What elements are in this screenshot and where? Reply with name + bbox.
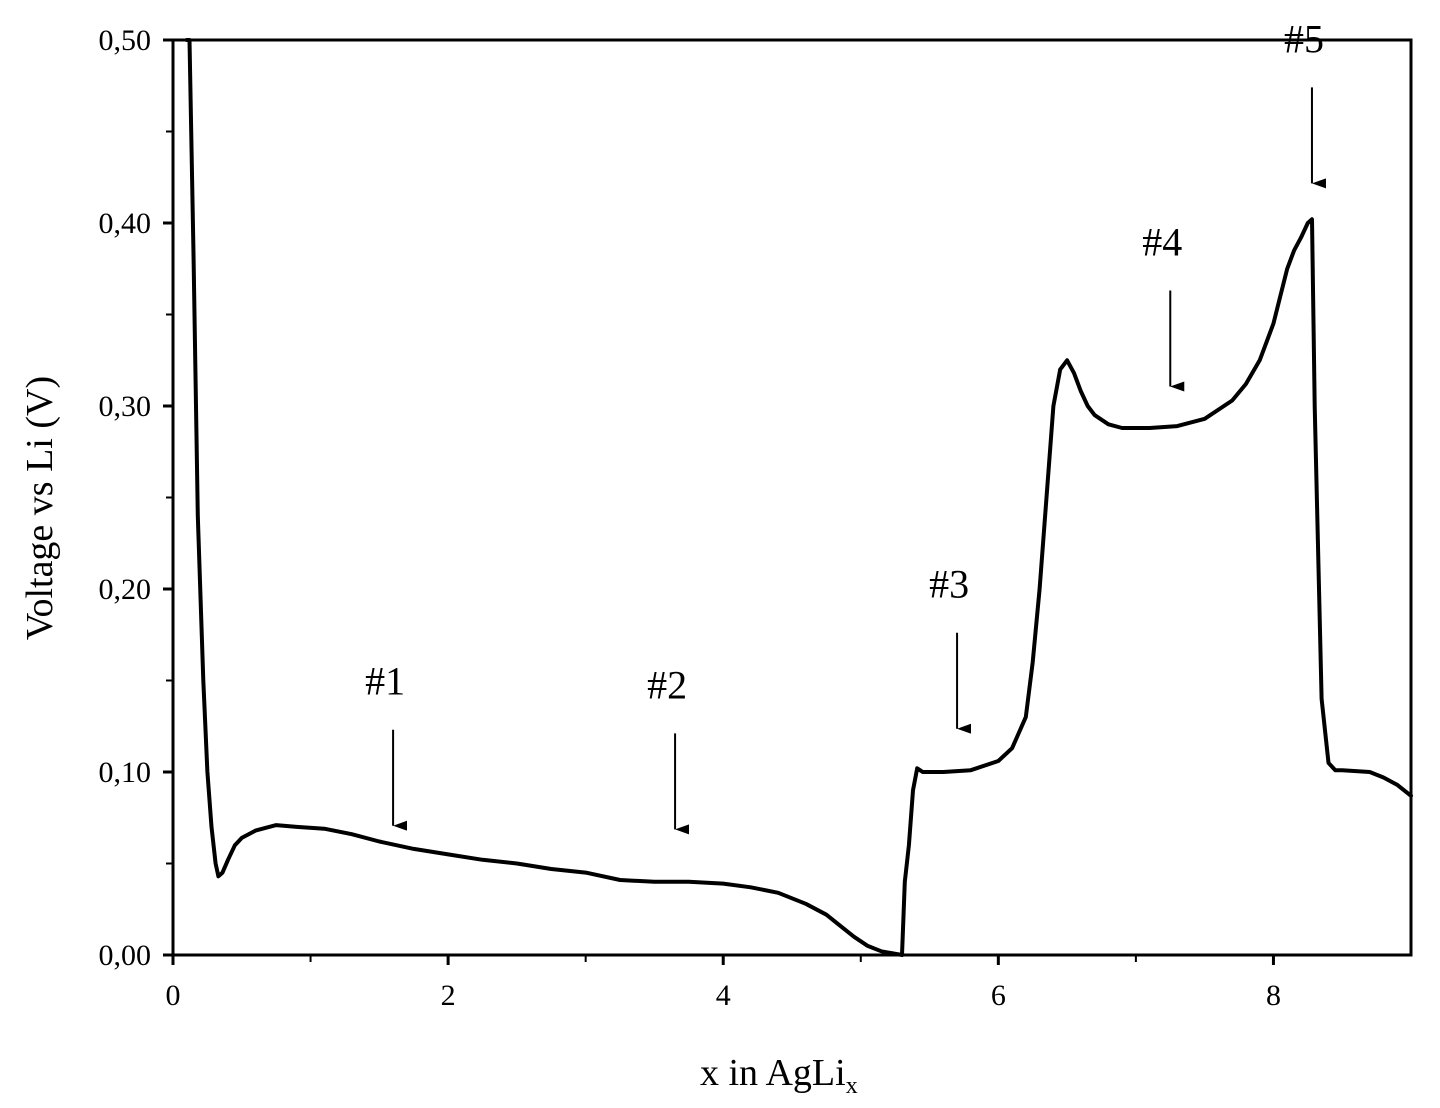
x-axis-label-subscript: x xyxy=(846,1073,858,1099)
y-axis-ticks: 0,00 0,10 0,20 0,30 0,40 0,50 xyxy=(99,24,173,972)
y-tick-label: 0,40 xyxy=(99,207,152,240)
x-axis-label-main: x in AgLi xyxy=(700,1052,846,1094)
annotation-label: #2 xyxy=(647,662,687,707)
annotation-label: #5 xyxy=(1284,16,1324,61)
annotations: #1 #2 #3 #4 #5 xyxy=(365,16,1326,835)
plot-frame xyxy=(171,38,1413,957)
x-tick-label: 2 xyxy=(441,979,456,1012)
y-tick-label: 0,10 xyxy=(99,756,152,789)
voltage-series-line xyxy=(184,38,1413,957)
annotation-label: #3 xyxy=(929,562,969,607)
y-tick-label: 0,20 xyxy=(99,573,152,606)
x-tick-label: 8 xyxy=(1266,979,1281,1012)
x-tick-label: 6 xyxy=(991,979,1006,1012)
y-tick-label: 0,50 xyxy=(99,24,152,57)
annotation-label: #1 xyxy=(365,659,405,704)
y-axis-label: Voltage vs Li (V) xyxy=(19,376,61,640)
x-tick-label: 0 xyxy=(166,979,181,1012)
annotation-label: #4 xyxy=(1142,220,1182,265)
y-tick-label: 0,00 xyxy=(99,939,152,972)
x-axis-label: x in AgLix xyxy=(700,1052,858,1099)
y-tick-label: 0,30 xyxy=(99,390,152,423)
x-axis-ticks: 0 2 4 6 8 xyxy=(166,955,1281,1012)
x-tick-label: 4 xyxy=(716,979,731,1012)
